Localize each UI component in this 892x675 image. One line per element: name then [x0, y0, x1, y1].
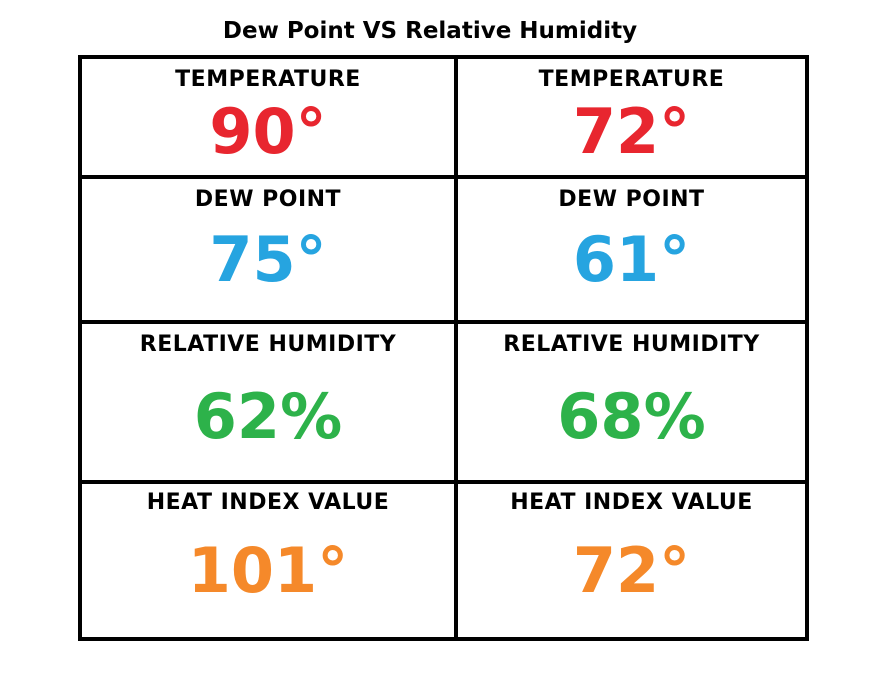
left-temperature-value: 90° [209, 95, 327, 168]
left-dew-point-label: DEW POINT [194, 187, 342, 212]
left-heat-index-label: HEAT INDEX VALUE [146, 490, 390, 515]
left-humidity-value: 62% [193, 380, 343, 453]
comparison-table: TEMPERATURE 90° TEMPERATURE 72° DEW POIN… [78, 55, 809, 641]
left-dew-point-value: 75° [209, 223, 327, 296]
left-temperature-label: TEMPERATURE [175, 67, 361, 92]
right-temperature-cell: TEMPERATURE 72° [458, 55, 809, 179]
right-humidity-value: 68% [557, 380, 706, 453]
right-humidity-cell: RELATIVE HUMIDITY 68% [458, 324, 809, 484]
left-temperature-cell: TEMPERATURE 90° [78, 55, 458, 179]
right-dew-point-cell: DEW POINT 61° [458, 179, 809, 324]
page-title: Dew Point VS Relative Humidity [222, 18, 638, 44]
left-heat-index-cell: HEAT INDEX VALUE 101° [78, 484, 458, 641]
left-dew-point-cell: DEW POINT 75° [78, 179, 458, 324]
left-heat-index-value: 101° [187, 534, 349, 607]
right-heat-index-value: 72° [572, 534, 691, 607]
right-dew-point-value: 61° [572, 223, 691, 296]
left-humidity-cell: RELATIVE HUMIDITY 62% [78, 324, 458, 484]
right-heat-index-label: HEAT INDEX VALUE [510, 490, 753, 515]
left-humidity-label: RELATIVE HUMIDITY [139, 332, 397, 357]
right-temperature-label: TEMPERATURE [538, 67, 725, 92]
right-dew-point-label: DEW POINT [558, 187, 705, 212]
right-heat-index-cell: HEAT INDEX VALUE 72° [458, 484, 809, 641]
right-humidity-label: RELATIVE HUMIDITY [503, 332, 760, 357]
right-temperature-value: 72° [572, 95, 691, 168]
